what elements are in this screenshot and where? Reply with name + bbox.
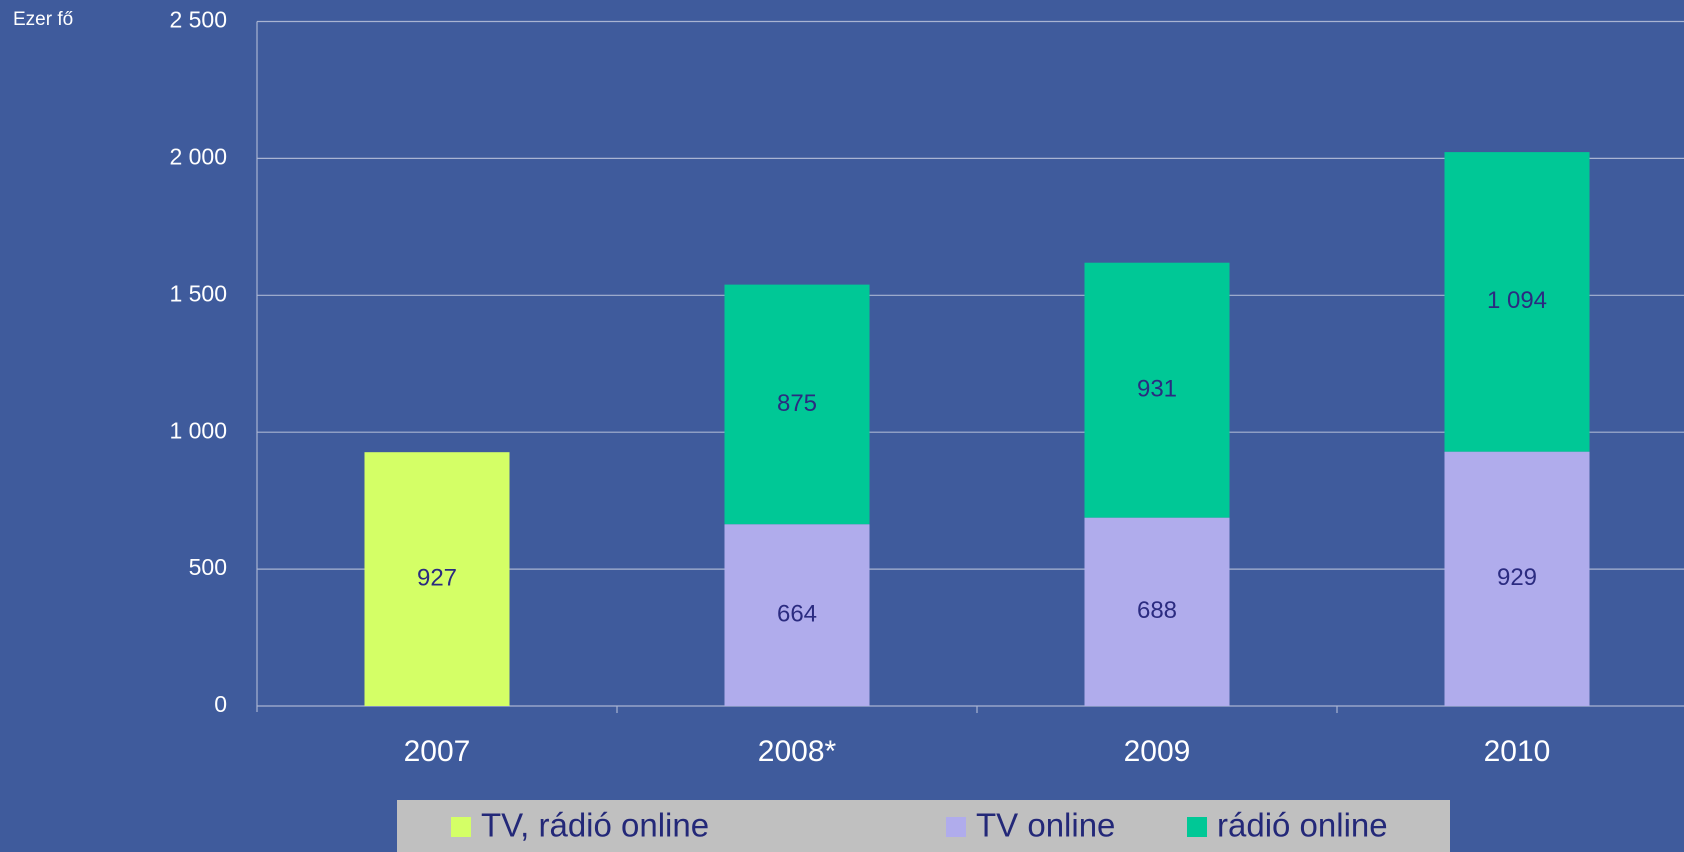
- legend-swatch: [946, 817, 966, 837]
- legend-label: TV, rádió online: [481, 807, 709, 844]
- y-tick-label: 1 500: [169, 280, 227, 306]
- data-label: 931: [1137, 376, 1177, 403]
- bar-segment: [1084, 262, 1230, 518]
- legend-swatch: [1187, 817, 1207, 837]
- bar-segment: [1444, 152, 1590, 452]
- y-tick-label: 1 000: [169, 417, 227, 443]
- y-tick-label: 500: [189, 554, 227, 580]
- data-label: 688: [1137, 597, 1177, 624]
- legend-box: [397, 800, 1450, 852]
- data-label: 929: [1497, 564, 1537, 591]
- legend-label: TV online: [976, 807, 1115, 844]
- x-tick-label: 2007: [404, 735, 471, 768]
- data-label: 927: [417, 564, 457, 591]
- y-tick-label: 2 500: [169, 7, 227, 33]
- data-label: 664: [777, 600, 817, 627]
- x-tick-label: 2010: [1484, 735, 1551, 768]
- bar-segment: [724, 524, 870, 706]
- y-axis-label: Ezer fő: [13, 9, 73, 30]
- bar-segment: [724, 284, 870, 525]
- y-tick-label: 0: [214, 691, 227, 717]
- bar-segment: [364, 452, 510, 706]
- legend-label: rádió online: [1217, 807, 1388, 844]
- bar-segment: [1444, 451, 1590, 706]
- x-tick-label: 2008*: [758, 735, 837, 768]
- bar-segment: [1084, 517, 1230, 706]
- y-tick-label: 2 000: [169, 143, 227, 169]
- x-tick-label: 2009: [1124, 735, 1191, 768]
- legend-swatch: [451, 817, 471, 837]
- data-label: 1 094: [1487, 287, 1547, 314]
- data-label: 875: [777, 390, 817, 417]
